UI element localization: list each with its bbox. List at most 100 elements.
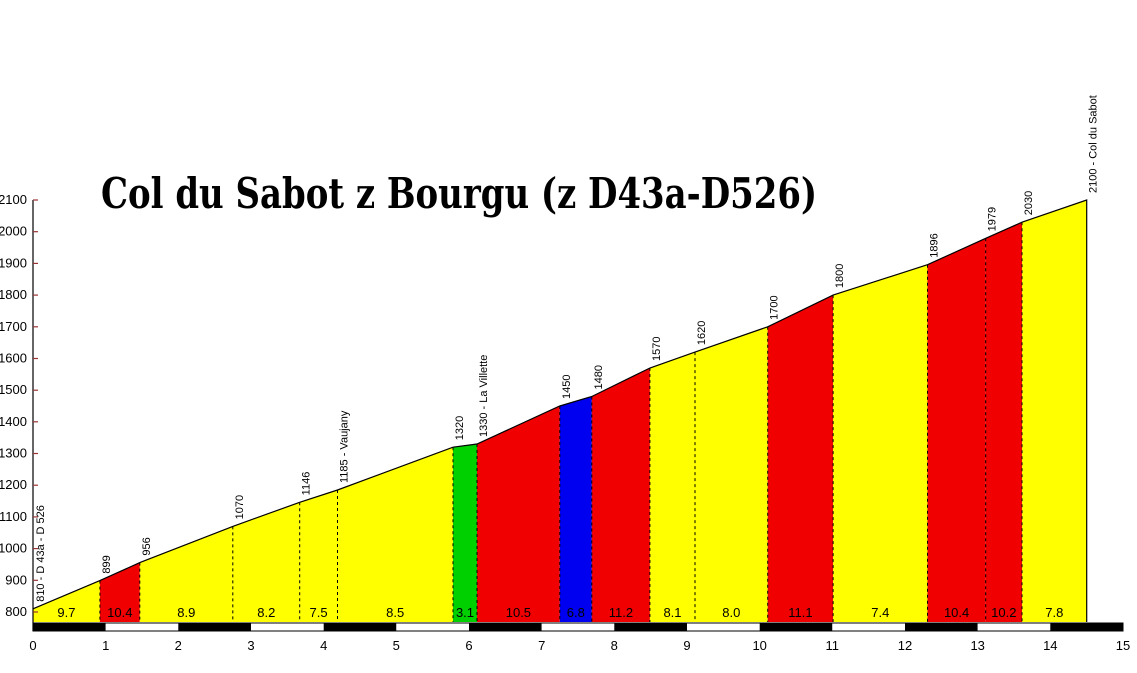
km-bar-cell: [905, 623, 978, 631]
x-axis-tick-label: 2: [175, 638, 182, 653]
waypoint-elevation-label: 899: [101, 555, 113, 573]
segment-gradient-label: 7.5: [310, 605, 328, 620]
profile-segment: [1022, 200, 1087, 622]
profile-segment: [337, 447, 453, 622]
y-axis-tick-label: 1800: [0, 287, 27, 302]
km-bar-cell: [977, 623, 1051, 631]
waypoint-elevation-label: 2100 - Col du Sabot: [1088, 95, 1100, 193]
km-bar-cell: [541, 623, 615, 631]
y-axis-tick-label: 2000: [0, 224, 27, 239]
y-axis-tick-label: 900: [5, 572, 27, 587]
waypoint-elevation-label: 1800: [834, 264, 846, 288]
profile-segment: [985, 222, 1022, 622]
waypoint-elevation-label: 956: [141, 537, 153, 555]
segment-gradient-label: 10.2: [991, 605, 1016, 620]
x-axis-tick-label: 4: [320, 638, 327, 653]
y-axis-tick-label: 1200: [0, 477, 27, 492]
waypoint-elevation-label: 1330 - La Villette: [478, 355, 490, 437]
y-axis-tick-label: 1700: [0, 319, 27, 334]
profile-segment: [649, 352, 695, 622]
x-axis-tick-label: 10: [752, 638, 766, 653]
x-axis-tick-label: 7: [538, 638, 545, 653]
km-bar-cell: [759, 623, 833, 631]
profile-outline: [32, 199, 1088, 622]
y-axis-tick-label: 1400: [0, 414, 27, 429]
waypoint-elevation-label: 1185 - Vaujany: [339, 410, 351, 483]
y-axis-tick-label: 800: [5, 604, 27, 619]
x-axis-tick-label: 9: [683, 638, 690, 653]
x-axis-tick-label: 14: [1043, 638, 1057, 653]
profile-segment: [232, 502, 300, 622]
waypoint-elevation-label: 1896: [929, 233, 941, 257]
segment-gradient-label: 8.1: [663, 605, 681, 620]
km-bar-cell: [105, 623, 179, 631]
x-axis-tick-label: 0: [29, 638, 36, 653]
x-axis-tick-label: 8: [611, 638, 618, 653]
km-bar-cell: [178, 623, 251, 631]
km-bar-cell: [1050, 623, 1123, 631]
y-axis-tick-label: 2100: [0, 192, 27, 207]
km-bar-cell: [33, 623, 106, 631]
x-axis-tick-label: 15: [1116, 638, 1130, 653]
segment-gradient-label: 8.9: [177, 605, 195, 620]
profile-segment: [99, 562, 140, 622]
profile-segment: [695, 326, 768, 622]
profile-segment: [299, 490, 338, 622]
profile-segment: [767, 295, 834, 622]
chart-title: Col du Sabot z Bourgu (z D43a-D526): [101, 169, 817, 218]
waypoint-elevation-label: 1480: [593, 365, 605, 389]
y-axis-tick-label: 1500: [0, 382, 27, 397]
km-bar-cell: [323, 623, 397, 631]
waypoint-elevation-label: 1450: [561, 375, 573, 399]
km-bar-cell: [614, 623, 687, 631]
segment-gradient-label: 11.1: [788, 605, 812, 620]
segment-gradient-label: 8.5: [386, 605, 404, 620]
segment-gradient-label: 8.0: [722, 605, 740, 620]
profile-segment: [453, 444, 477, 622]
segment-gradient-label: 7.4: [871, 605, 889, 620]
waypoint-elevation-label: 1320: [454, 416, 466, 440]
profile-segment: [927, 238, 986, 623]
waypoint-elevation-label: 1146: [301, 472, 313, 496]
km-bar-cell: [469, 623, 542, 631]
segment-gradient-label: 7.8: [1045, 605, 1063, 620]
x-axis-tick-label: 5: [393, 638, 400, 653]
km-bar-cell: [251, 623, 324, 631]
waypoint-elevation-label: 1570: [651, 337, 663, 361]
profile-layers: 8009001000110012001300140015001600170018…: [0, 95, 1130, 653]
profile-segment: [559, 396, 592, 622]
km-bar-cell: [832, 623, 905, 631]
start-elevation-label: 810 - D 43a - D 526: [35, 505, 47, 602]
profile-segment: [833, 264, 928, 622]
x-axis-tick-label: 12: [898, 638, 912, 653]
segment-gradient-label: 3.1: [456, 605, 474, 620]
profile-segment: [591, 368, 650, 622]
profile-segment: [139, 526, 233, 622]
waypoint-elevation-label: 1700: [769, 295, 781, 319]
segment-gradient-label: 10.4: [944, 605, 969, 620]
waypoint-elevation-label: 1979: [987, 207, 999, 231]
y-axis-tick-label: 1600: [0, 351, 27, 366]
segment-gradient-label: 8.2: [257, 605, 275, 620]
segment-gradient-label: 10.5: [506, 605, 531, 620]
segment-gradient-label: 10.4: [107, 605, 132, 620]
y-axis-tick-label: 1300: [0, 446, 27, 461]
x-axis-tick-label: 1: [102, 638, 109, 653]
waypoint-elevation-label: 2030: [1023, 191, 1035, 215]
y-axis-tick-label: 1100: [0, 509, 27, 524]
waypoint-elevation-label: 1620: [696, 321, 708, 345]
waypoint-elevation-label: 1070: [234, 495, 246, 519]
segment-gradient-label: 9.7: [57, 605, 75, 620]
km-bar-cell: [687, 623, 760, 631]
segment-gradient-label: 6.8: [567, 605, 585, 620]
x-axis-tick-label: 3: [247, 638, 254, 653]
profile-segment: [477, 406, 560, 622]
y-axis-tick-label: 1900: [0, 255, 27, 270]
segment-gradient-label: 11.2: [609, 605, 633, 620]
profile-segment: [33, 580, 100, 622]
y-axis-tick-label: 1000: [0, 541, 27, 556]
x-axis-tick-label: 13: [970, 638, 984, 653]
x-axis-tick-label: 6: [465, 638, 472, 653]
